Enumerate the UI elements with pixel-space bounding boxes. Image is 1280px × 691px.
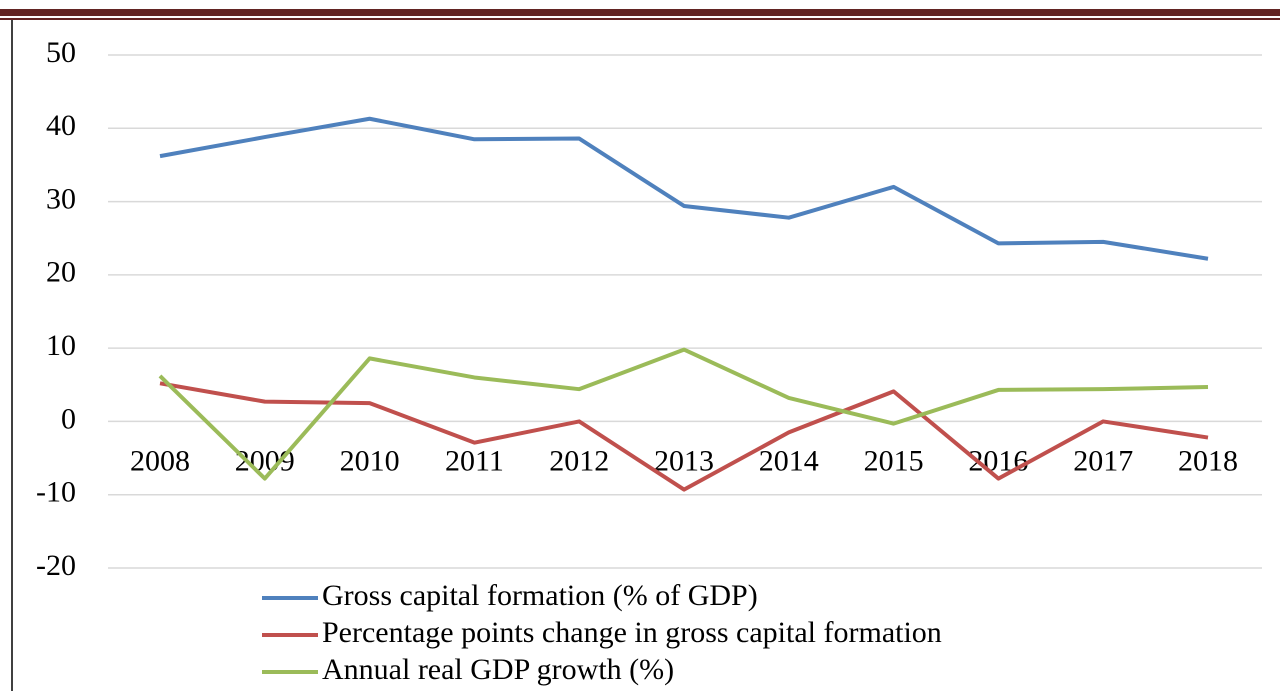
legend-label: Annual real GDP growth (%) — [322, 653, 674, 686]
x-tick-label: 2014 — [759, 444, 819, 477]
x-tick-label: 2011 — [445, 444, 504, 477]
y-tick-label: 30 — [46, 182, 76, 215]
series-line — [159, 381, 1209, 492]
series-line — [159, 116, 1209, 261]
header-rule — [0, 9, 1280, 16]
x-tick-label: 2008 — [130, 444, 190, 477]
x-tick-label: 2018 — [1178, 444, 1238, 477]
y-tick-label: 10 — [46, 329, 76, 362]
y-tick-label: -20 — [36, 549, 76, 582]
y-tick-label: 0 — [61, 402, 76, 435]
x-tick-label: 2017 — [1073, 444, 1133, 477]
series-line — [158, 347, 1209, 481]
y-tick-label: -10 — [36, 476, 76, 509]
x-tick-label: 2010 — [340, 444, 400, 477]
y-tick-label: 50 — [46, 36, 76, 69]
x-tick-label: 2013 — [654, 444, 714, 477]
legend-label: Gross capital formation (% of GDP) — [322, 579, 758, 612]
legend-label: Percentage points change in gross capita… — [322, 616, 942, 649]
header-rule-thin — [0, 18, 1280, 20]
x-tick-label: 2015 — [864, 444, 924, 477]
x-tick-label: 2012 — [549, 444, 609, 477]
y-tick-label: 40 — [46, 109, 76, 142]
y-tick-label: 20 — [46, 256, 76, 289]
